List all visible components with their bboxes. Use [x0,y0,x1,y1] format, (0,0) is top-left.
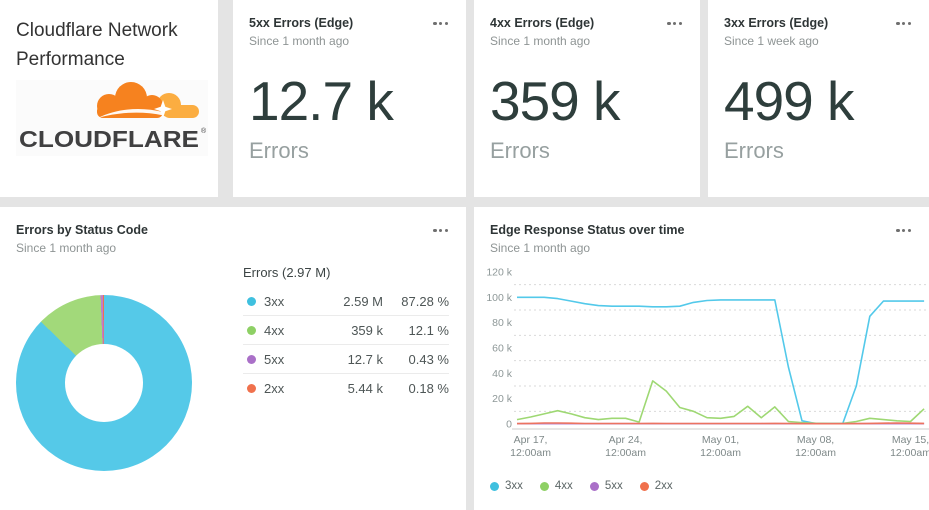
svg-text:May 01,: May 01, [702,434,739,446]
svg-text:20 k: 20 k [492,393,513,405]
legend-label: 3xx [264,293,285,309]
cloudflare-logo: CLOUDFLARE ® [16,80,208,156]
panel-subtitle: Since 1 month ago [490,34,591,48]
svg-text:May 15,: May 15, [892,434,929,446]
legend-percent: 12.1 % [408,322,449,338]
panel-menu-icon[interactable] [896,22,911,26]
billboard-4xx-errors: 4xx Errors (Edge) Since 1 month ago 359 … [474,0,700,197]
legend-value: 359 k [351,322,383,338]
panel-title: 3xx Errors (Edge) [724,16,829,30]
metric-unit: Errors [249,137,309,163]
errors-by-status-code-panel: Errors by Status Code Since 1 month ago … [0,207,466,510]
billboard-5xx-errors: 5xx Errors (Edge) Since 1 month ago 12.7… [233,0,466,197]
svg-text:Apr 24,: Apr 24, [609,434,643,446]
legend-row-2xx[interactable]: 2xx 5.44 k 0.18 % [243,373,449,402]
legend-label: 4xx [264,322,285,338]
panel-menu-icon[interactable] [896,229,911,233]
cloudflare-logo-text: CLOUDFLARE [19,126,199,152]
svg-text:100 k: 100 k [486,292,512,304]
svg-text:12:00am: 12:00am [605,447,646,459]
svg-text:12:00am: 12:00am [700,447,741,459]
svg-text:Apr 17,: Apr 17, [514,434,548,446]
legend-label: 5xx [264,351,285,367]
donut-legend-table: Errors (2.97 M) 3xx 2.59 M 87.28 % 4xx 3… [243,265,449,402]
legend-row-4xx[interactable]: 4xx 359 k 12.1 % [243,315,449,344]
legend-label: 2xx [264,380,285,396]
svg-text:12:00am: 12:00am [510,447,551,459]
logo-star-icon [154,100,172,118]
panel-subtitle: Since 1 month ago [490,241,591,255]
metric-unit: Errors [724,137,784,163]
legend-label: 3xx [505,480,523,492]
legend-dot-3xx [490,481,499,491]
svg-text:120 k: 120 k [486,267,512,278]
dashboard-title-card: Cloudflare Network Performance CLOUDFLAR… [0,0,218,197]
legend-value: 12.7 k [347,351,383,367]
legend-percent: 0.18 % [408,380,449,396]
svg-text:May 08,: May 08, [797,434,834,446]
legend-dot-3xx [247,296,256,306]
legend-value: 5.44 k [347,380,383,396]
metric-value: 12.7 k [249,70,394,132]
panel-subtitle: Since 1 week ago [724,34,819,48]
panel-menu-icon[interactable] [433,22,448,26]
metric-unit: Errors [490,137,550,163]
legend-dot-2xx [639,481,649,491]
panel-subtitle: Since 1 month ago [249,34,350,48]
billboard-3xx-errors: 3xx Errors (Edge) Since 1 week ago 499 k… [708,0,929,197]
legend-item-4xx[interactable]: 4xx [539,480,573,492]
legend-dot-2xx [247,383,256,393]
line-chart-legend: 3xx 4xx 5xx 2xx [490,480,673,492]
legend-dot-4xx [247,325,256,335]
legend-table-title: Errors (2.97 M) [243,265,331,280]
legend-dot-4xx [539,481,549,491]
logo-registered-mark: ® [201,127,207,135]
panel-menu-icon[interactable] [667,22,682,26]
dashboard-title: Cloudflare Network Performance [16,20,178,70]
legend-item-2xx[interactable]: 2xx [639,480,673,492]
svg-text:60 k: 60 k [492,342,513,354]
svg-text:40 k: 40 k [492,368,513,380]
svg-text:12:00am: 12:00am [890,447,929,459]
svg-text:0: 0 [506,419,512,431]
svg-text:12:00am: 12:00am [795,447,836,459]
panel-subtitle: Since 1 month ago [16,241,117,255]
legend-label: 5xx [604,480,623,492]
panel-title: Edge Response Status over time [490,223,685,237]
logo-swoosh [98,108,163,118]
panel-menu-icon[interactable] [433,229,448,233]
legend-value: 2.59 M [343,293,383,309]
legend-label: 2xx [654,480,673,492]
svg-text:80 k: 80 k [492,317,513,329]
legend-percent: 87.28 % [401,293,449,309]
legend-dot-5xx [589,481,599,491]
panel-title: Errors by Status Code [16,223,148,237]
legend-row-5xx[interactable]: 5xx 12.7 k 0.43 % [243,344,449,373]
legend-row-3xx[interactable]: 3xx 2.59 M 87.28 % [243,287,449,315]
legend-percent: 0.43 % [408,351,449,367]
legend-item-5xx[interactable]: 5xx [589,480,623,492]
legend-label: 4xx [554,480,573,492]
metric-value: 499 k [724,70,855,132]
legend-dot-5xx [247,354,256,364]
panel-title: 4xx Errors (Edge) [490,16,595,30]
edge-response-status-panel: Edge Response Status over time Since 1 m… [474,207,929,510]
metric-value: 359 k [490,70,621,132]
legend-item-3xx[interactable]: 3xx [490,480,523,492]
donut-chart[interactable] [16,295,192,471]
panel-title: 5xx Errors (Edge) [249,16,354,30]
cloudflare-logo-image: CLOUDFLARE ® [19,82,207,152]
